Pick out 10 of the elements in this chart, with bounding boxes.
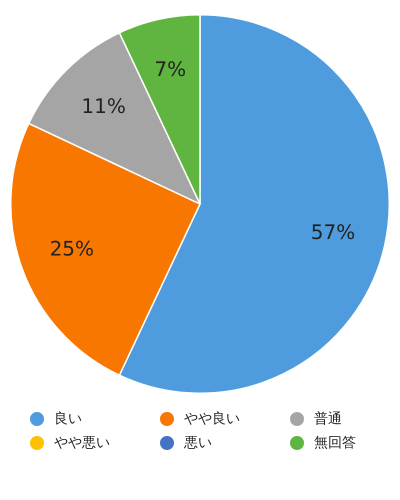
data-label: 11% <box>81 94 126 118</box>
legend-label: 無回答 <box>314 434 356 452</box>
legend-label: やや悪い <box>54 434 110 452</box>
legend-label: 良い <box>54 410 82 428</box>
data-label: 25% <box>50 236 94 260</box>
legend-label: やや良い <box>184 410 240 428</box>
data-label: 57% <box>310 220 356 244</box>
legend-label: 悪い <box>184 434 212 452</box>
legend-label: 普通 <box>314 410 342 428</box>
data-label: 7% <box>154 57 186 82</box>
